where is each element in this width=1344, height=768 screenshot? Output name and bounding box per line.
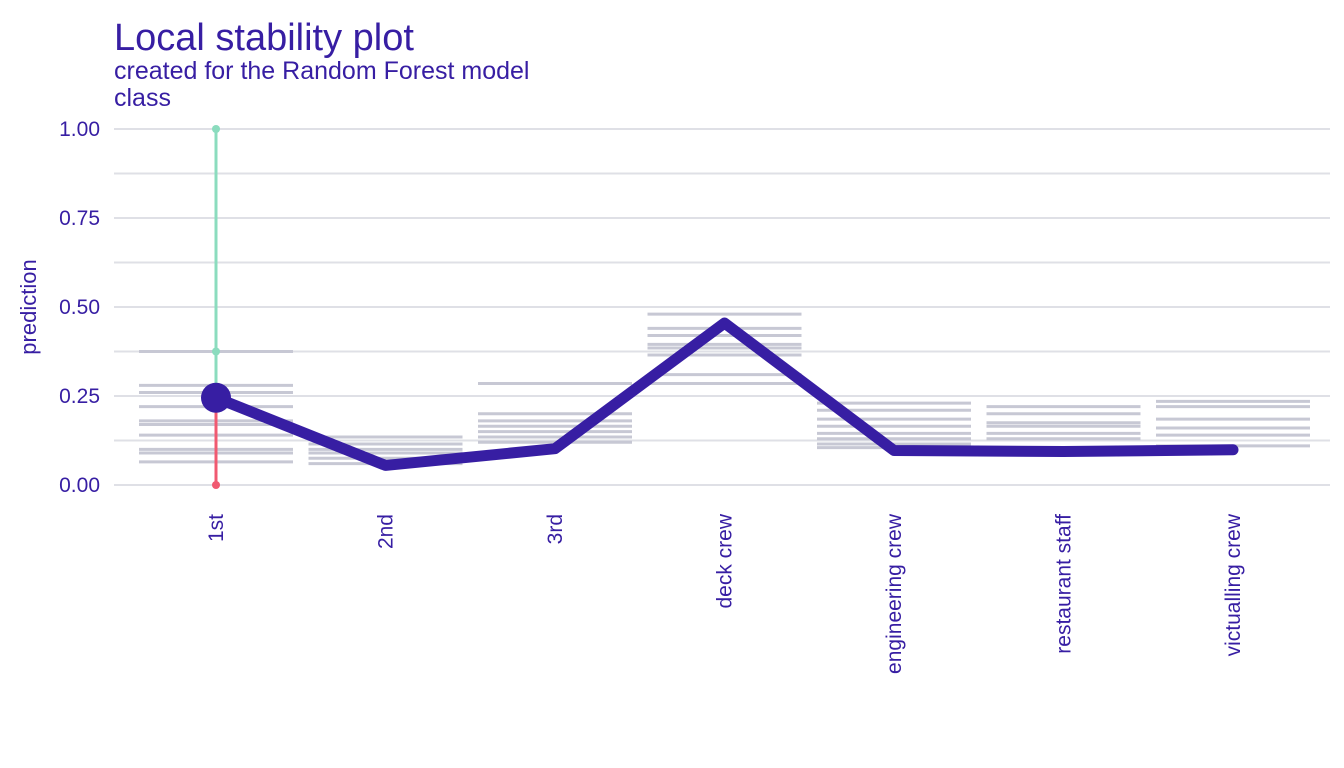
y-tick-label: 1.00 [59, 118, 100, 141]
segment-end-point [212, 481, 220, 489]
chart-subtitle: created for the Random Forest model [114, 57, 529, 85]
prediction-profile [201, 317, 1239, 471]
x-tick-label: deck crew [714, 513, 737, 608]
x-tick-label: engineering crew [883, 513, 906, 674]
segment-end-point [212, 125, 220, 133]
x-tick-label: victualling crew [1222, 513, 1245, 656]
y-tick-label: 0.75 [59, 207, 100, 230]
chart-title: Local stability plot [114, 17, 414, 59]
x-tick-label: 3rd [544, 514, 567, 544]
y-tick-label: 0.00 [59, 474, 100, 497]
x-tick-label: restaurant staff [1053, 514, 1076, 654]
x-tick-label: 2nd [375, 514, 398, 549]
x-axis: 1st 2nd 3rd deck crew engineering crew restau… [205, 513, 1245, 674]
y-tick-label: 0.50 [59, 296, 100, 319]
prediction-line [210, 317, 1239, 471]
y-axis-title: prediction [16, 259, 41, 354]
variable-label: class [114, 84, 171, 112]
y-axis: 0.00 0.25 0.50 0.75 1.00 [59, 118, 100, 497]
segment-mid-point [212, 347, 220, 356]
x-tick-label: 1st [205, 514, 228, 542]
y-tick-label: 0.25 [59, 385, 100, 408]
observation-point [201, 382, 231, 413]
